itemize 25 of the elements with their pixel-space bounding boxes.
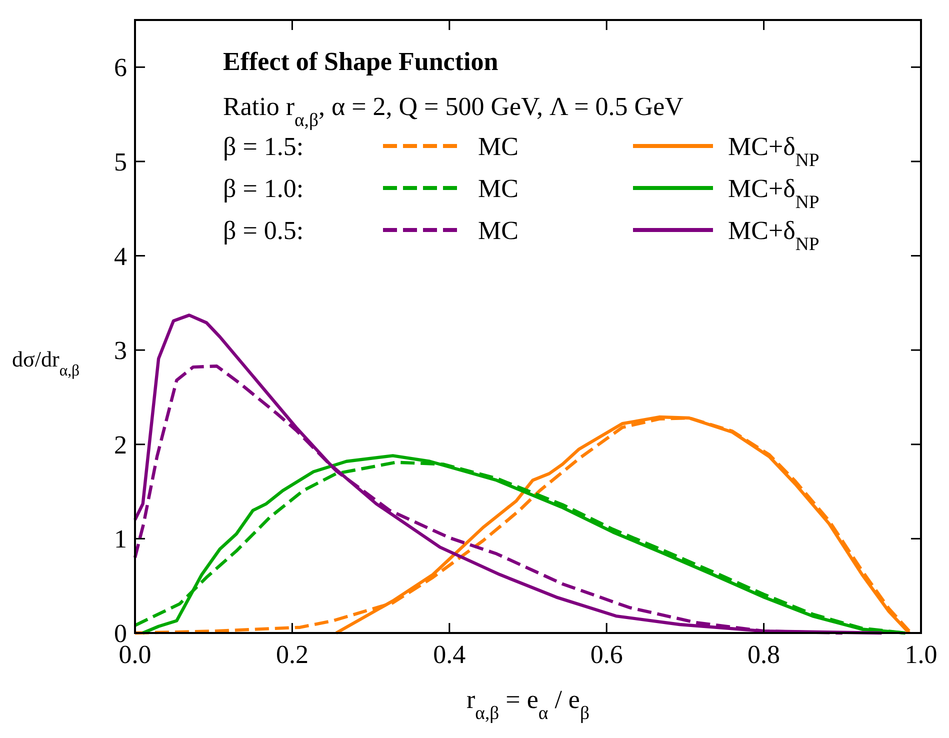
legend-label: MC+δ$_{NP}$	[728, 216, 820, 254]
annotation: β = 1.0:	[223, 174, 304, 203]
y-tick-label: 2	[114, 430, 127, 460]
text: Effect of Shape Function	[223, 47, 499, 76]
legend-label: MC	[478, 174, 518, 203]
y-tick-label: 6	[114, 53, 127, 82]
x-tick-label: 0.8	[748, 640, 780, 669]
legend-label: MC+δ$_{NP}$	[728, 132, 820, 170]
x-tick-label: 0.4	[433, 640, 466, 669]
x-tick-label: 1.0	[904, 640, 938, 669]
x-tick-label: 0.6	[590, 640, 623, 669]
legend-label: MC	[478, 216, 518, 245]
x-tick-label: 0.2	[276, 640, 308, 669]
y-tick-label: 3	[114, 336, 127, 366]
y-tick-label: 5	[114, 147, 127, 176]
x-axis-title: r$_{α,β}$ = e$_{α}$ / e$_{β}$	[466, 685, 590, 724]
legend-label: MC+δ$_{NP}$	[728, 174, 820, 212]
annotation: β = 0.5:	[223, 216, 304, 245]
legend-label: MC	[478, 132, 518, 161]
y-tick-label: 4	[114, 242, 127, 271]
annotation: β = 1.5:	[223, 132, 304, 161]
text: Ratio r$_{α,β}$, α = 2, Q = 500 GeV, Λ = 0.5 GeV	[223, 92, 684, 130]
line-series	[133, 314, 884, 635]
y-axis-title: dσ/dr$_{α,β}$	[12, 346, 80, 379]
y-tick-label: 1	[114, 524, 127, 554]
